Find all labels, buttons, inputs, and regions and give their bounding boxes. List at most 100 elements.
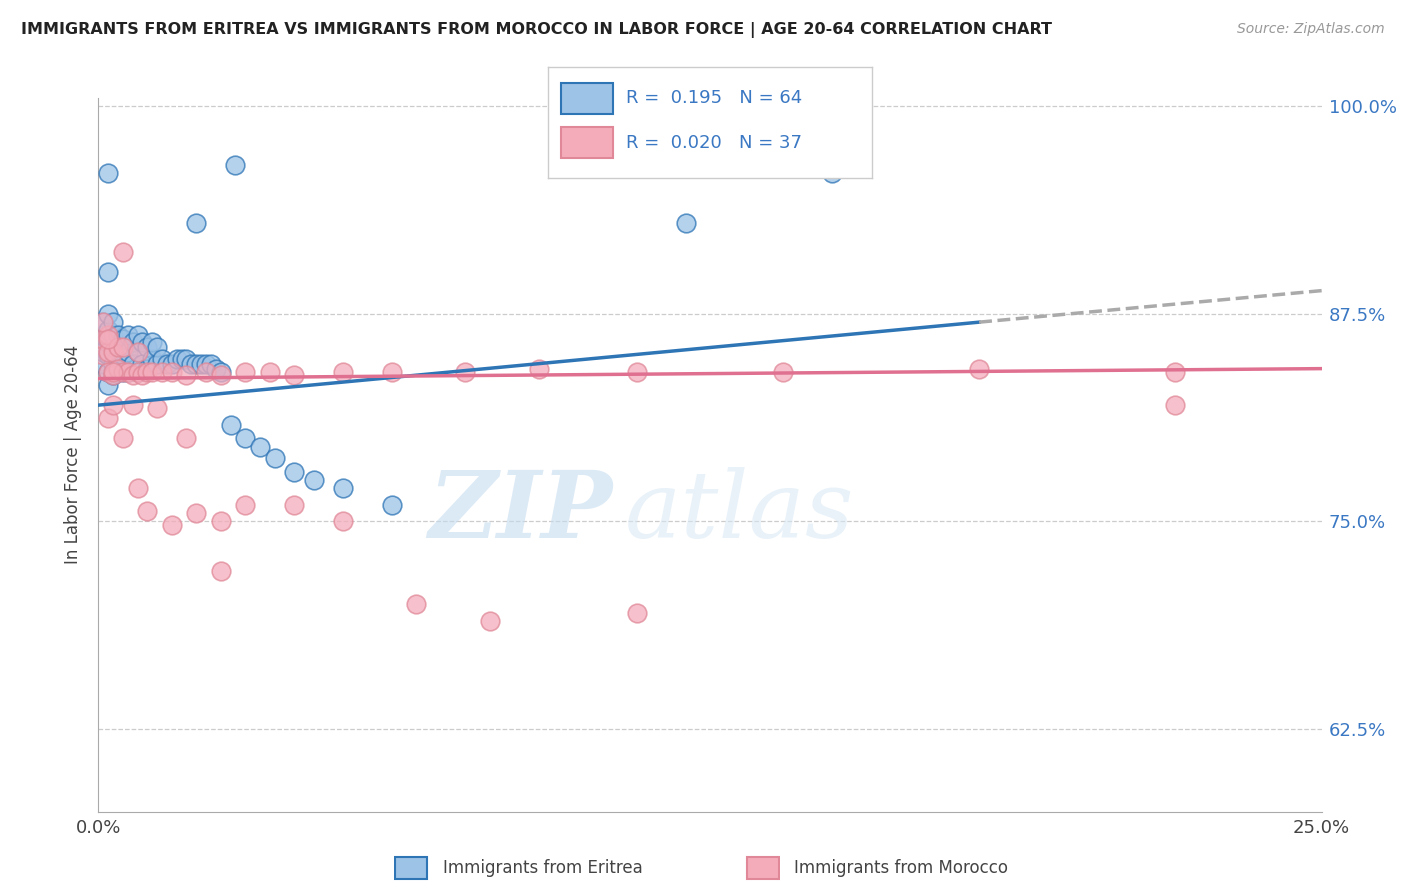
Point bbox=[772, 365, 794, 379]
Point bbox=[131, 357, 153, 371]
Point bbox=[111, 348, 134, 362]
Point bbox=[131, 368, 153, 383]
Point bbox=[170, 351, 193, 366]
Point bbox=[127, 365, 149, 379]
Point bbox=[111, 365, 134, 379]
Text: atlas: atlas bbox=[624, 467, 853, 557]
Point bbox=[233, 498, 256, 512]
Point bbox=[107, 345, 129, 359]
Point bbox=[101, 398, 124, 412]
Point bbox=[111, 431, 134, 445]
Point bbox=[209, 514, 232, 528]
Point bbox=[117, 345, 139, 359]
Point bbox=[91, 348, 114, 362]
Point bbox=[111, 365, 134, 379]
Point bbox=[91, 357, 114, 371]
Point bbox=[233, 365, 256, 379]
Point bbox=[186, 506, 208, 520]
Point bbox=[150, 351, 173, 366]
Text: Immigrants from Morocco: Immigrants from Morocco bbox=[794, 859, 1008, 877]
Point bbox=[121, 334, 143, 349]
Point bbox=[1164, 365, 1187, 379]
Point bbox=[127, 365, 149, 379]
Text: R =  0.020   N = 37: R = 0.020 N = 37 bbox=[626, 134, 801, 152]
Point bbox=[283, 498, 305, 512]
Point bbox=[332, 365, 354, 379]
Point bbox=[107, 328, 129, 343]
Point bbox=[117, 365, 139, 379]
Point bbox=[967, 361, 990, 376]
Point bbox=[454, 365, 477, 379]
Point bbox=[283, 368, 305, 383]
Point bbox=[91, 315, 114, 329]
Text: ZIP: ZIP bbox=[427, 467, 612, 557]
Point bbox=[527, 361, 550, 376]
Point bbox=[626, 365, 648, 379]
Point bbox=[97, 166, 120, 180]
Point bbox=[121, 398, 143, 412]
Point bbox=[127, 345, 149, 359]
Point bbox=[121, 357, 143, 371]
Point bbox=[136, 504, 159, 518]
Point bbox=[209, 365, 232, 379]
Point bbox=[150, 365, 173, 379]
Point bbox=[107, 361, 129, 376]
Point bbox=[136, 340, 159, 354]
Point bbox=[1164, 398, 1187, 412]
Point bbox=[101, 368, 124, 383]
Point bbox=[141, 365, 163, 379]
Point bbox=[160, 365, 183, 379]
Point bbox=[141, 351, 163, 366]
Point bbox=[127, 481, 149, 495]
Point bbox=[176, 431, 198, 445]
Point bbox=[136, 365, 159, 379]
Point bbox=[97, 365, 120, 379]
Point bbox=[219, 418, 242, 433]
Point bbox=[127, 328, 149, 343]
Point bbox=[101, 368, 124, 383]
Point bbox=[97, 328, 120, 343]
Point bbox=[259, 365, 281, 379]
Point bbox=[97, 265, 120, 279]
Point bbox=[381, 498, 404, 512]
Text: R =  0.195   N = 64: R = 0.195 N = 64 bbox=[626, 89, 803, 107]
Text: IMMIGRANTS FROM ERITREA VS IMMIGRANTS FROM MOROCCO IN LABOR FORCE | AGE 20-64 CO: IMMIGRANTS FROM ERITREA VS IMMIGRANTS FR… bbox=[21, 22, 1052, 38]
Point bbox=[107, 361, 129, 376]
Point bbox=[160, 357, 183, 371]
Point bbox=[101, 315, 124, 329]
Point bbox=[180, 357, 202, 371]
Point bbox=[91, 315, 114, 329]
Point bbox=[146, 401, 169, 416]
Point bbox=[626, 606, 648, 620]
Point bbox=[205, 361, 228, 376]
Point bbox=[146, 357, 169, 371]
Point bbox=[190, 357, 212, 371]
Point bbox=[224, 157, 246, 171]
Point bbox=[97, 365, 120, 379]
Point bbox=[101, 365, 124, 379]
Point bbox=[186, 357, 208, 371]
Point bbox=[91, 345, 114, 359]
Point bbox=[160, 517, 183, 532]
Point bbox=[117, 328, 139, 343]
Point bbox=[141, 334, 163, 349]
Point bbox=[186, 216, 208, 230]
Point bbox=[332, 481, 354, 495]
Point bbox=[97, 411, 120, 425]
Point bbox=[131, 334, 153, 349]
Point bbox=[91, 328, 114, 343]
Point bbox=[249, 440, 271, 454]
Point bbox=[283, 465, 305, 479]
Point bbox=[263, 451, 285, 466]
Point bbox=[156, 357, 179, 371]
Point bbox=[146, 340, 169, 354]
Point bbox=[200, 357, 222, 371]
Point bbox=[111, 332, 134, 346]
Bar bbox=[561, 127, 613, 158]
Point bbox=[97, 348, 120, 362]
Text: Source: ZipAtlas.com: Source: ZipAtlas.com bbox=[1237, 22, 1385, 37]
Point bbox=[97, 307, 120, 321]
Bar bbox=[395, 857, 427, 879]
Point bbox=[821, 166, 844, 180]
Point bbox=[176, 368, 198, 383]
